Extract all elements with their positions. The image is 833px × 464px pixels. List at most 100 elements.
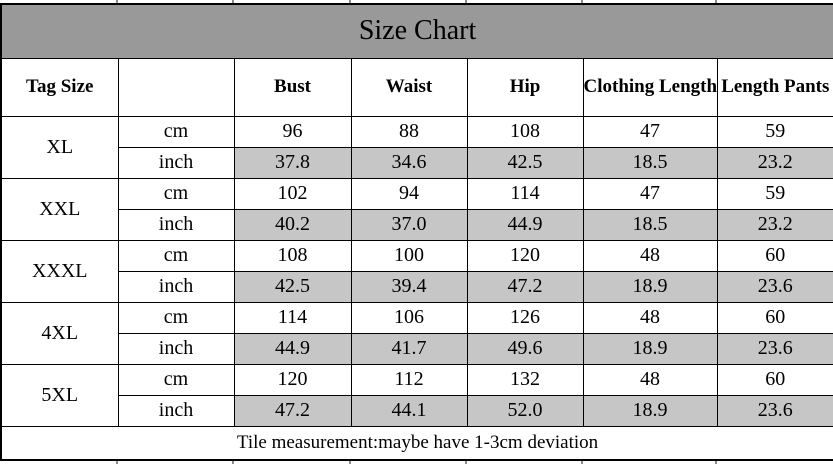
- tag-size-cell: XL: [0, 115, 119, 179]
- value-cell-cm: 132: [466, 363, 584, 396]
- column-header-unit: [117, 57, 235, 117]
- value-cell-inch: 23.6: [716, 270, 833, 303]
- size-row-cm-4xl: 4XL cm 114 106 126 48 60: [0, 301, 833, 365]
- value-cell-cm: 60: [716, 301, 833, 334]
- value-cell-cm: 112: [350, 363, 468, 396]
- value-cell-inch: 23.6: [716, 394, 833, 427]
- value-cell-inch: 37.0: [350, 208, 468, 241]
- value-cell-cm: 106: [350, 301, 468, 334]
- value-cell-cm: 59: [716, 177, 833, 210]
- value-cell-cm: 48: [582, 301, 718, 334]
- value-cell-cm: 102: [233, 177, 352, 210]
- size-rows: XL cm 96 88 108 47 59 inch 37.8 34.6 42.5 18.5 23.2 X…: [0, 115, 833, 427]
- column-line-tick: [116, 0, 118, 3]
- value-cell-cm: 108: [233, 239, 352, 272]
- value-cell-cm: 126: [466, 301, 584, 334]
- column-header-tag-size: Tag Size: [0, 57, 119, 117]
- value-cell-cm: 96: [233, 115, 352, 148]
- unit-cell-inch: inch: [117, 394, 235, 427]
- value-cell-inch: 18.9: [582, 394, 718, 427]
- value-cell-cm: 120: [233, 363, 352, 396]
- page-title: Size Chart: [0, 3, 833, 59]
- value-cell-inch: 37.8: [233, 146, 352, 179]
- size-chart-table: Size Chart Tag Size Bust Waist Hip Clothing …: [0, 3, 833, 461]
- title-row: Size Chart: [0, 3, 833, 59]
- unit-cell-inch: inch: [117, 332, 235, 365]
- column-line-tick: [116, 461, 118, 464]
- column-header-bust: Bust: [233, 57, 352, 117]
- value-cell-inch: 42.5: [466, 146, 584, 179]
- column-line-tick: [465, 0, 467, 3]
- unit-cell-cm: cm: [117, 115, 235, 148]
- value-cell-inch: 18.5: [582, 208, 718, 241]
- value-cell-inch: 41.7: [350, 332, 468, 365]
- value-cell-inch: 34.6: [350, 146, 468, 179]
- value-cell-inch: 18.5: [582, 146, 718, 179]
- column-header-clothing-length: Clothing Length: [582, 57, 718, 117]
- unit-cell-inch: inch: [117, 146, 235, 179]
- size-row-cm-xl: XL cm 96 88 108 47 59: [0, 115, 833, 179]
- unit-cell-cm: cm: [117, 239, 235, 272]
- value-cell-cm: 47: [582, 177, 718, 210]
- value-cell-cm: 94: [350, 177, 468, 210]
- column-line-tick: [232, 461, 234, 464]
- unit-cell-cm: cm: [117, 177, 235, 210]
- value-cell-inch: 44.1: [350, 394, 468, 427]
- column-line-tick: [232, 0, 234, 3]
- value-cell-cm: 60: [716, 363, 833, 396]
- tag-size-cell: XXXL: [0, 239, 119, 303]
- value-cell-inch: 47.2: [466, 270, 584, 303]
- value-cell-cm: 88: [350, 115, 468, 148]
- value-cell-cm: 108: [466, 115, 584, 148]
- tag-size-cell: XXL: [0, 177, 119, 241]
- value-cell-inch: 18.9: [582, 270, 718, 303]
- column-line-tick: [715, 461, 717, 464]
- size-row-inch-xxxl: inch 42.5 39.4 47.2 18.9 23.6: [1, 270, 833, 303]
- value-cell-inch: 44.9: [233, 332, 352, 365]
- unit-cell-inch: inch: [117, 208, 235, 241]
- value-cell-cm: 60: [716, 239, 833, 272]
- size-row-inch-xl: inch 37.8 34.6 42.5 18.5 23.2: [1, 146, 833, 179]
- value-cell-cm: 48: [582, 239, 718, 272]
- value-cell-inch: 23.2: [716, 146, 833, 179]
- column-line-tick: [581, 0, 583, 3]
- value-cell-inch: 44.9: [466, 208, 584, 241]
- column-line-tick: [465, 461, 467, 464]
- value-cell-inch: 47.2: [233, 394, 352, 427]
- value-cell-inch: 42.5: [233, 270, 352, 303]
- tag-size-cell: 4XL: [0, 301, 119, 365]
- unit-cell-cm: cm: [117, 301, 235, 334]
- column-line-tick: [581, 461, 583, 464]
- value-cell-inch: 23.6: [716, 332, 833, 365]
- value-cell-cm: 120: [466, 239, 584, 272]
- value-cell-cm: 59: [716, 115, 833, 148]
- value-cell-inch: 18.9: [582, 332, 718, 365]
- tag-size-cell: 5XL: [0, 363, 119, 427]
- value-cell-inch: 23.2: [716, 208, 833, 241]
- footer-row: Tile measurement:maybe have 1-3cm deviat…: [0, 425, 833, 461]
- value-cell-inch: 52.0: [466, 394, 584, 427]
- column-line-tick: [349, 0, 351, 3]
- column-header-length-pants: Length Pants: [716, 57, 833, 117]
- measurement-note: Tile measurement:maybe have 1-3cm deviat…: [0, 425, 833, 461]
- size-row-inch-4xl: inch 44.9 41.7 49.6 18.9 23.6: [1, 332, 833, 365]
- value-cell-cm: 114: [466, 177, 584, 210]
- value-cell-inch: 40.2: [233, 208, 352, 241]
- value-cell-cm: 114: [233, 301, 352, 334]
- value-cell-inch: 39.4: [350, 270, 468, 303]
- value-cell-cm: 100: [350, 239, 468, 272]
- header-row: Tag Size Bust Waist Hip Clothing Length Lengt…: [0, 57, 833, 117]
- unit-cell-inch: inch: [117, 270, 235, 303]
- column-header-hip: Hip: [466, 57, 584, 117]
- size-row-cm-5xl: 5XL cm 120 112 132 48 60: [0, 363, 833, 427]
- size-row-cm-xxl: XXL cm 102 94 114 47 59: [0, 177, 833, 241]
- unit-cell-cm: cm: [117, 363, 235, 396]
- value-cell-cm: 48: [582, 363, 718, 396]
- value-cell-inch: 49.6: [466, 332, 584, 365]
- size-row-inch-xxl: inch 40.2 37.0 44.9 18.5 23.2: [1, 208, 833, 241]
- size-row-cm-xxxl: XXXL cm 108 100 120 48 60: [0, 239, 833, 303]
- column-line-tick: [349, 461, 351, 464]
- value-cell-cm: 47: [582, 115, 718, 148]
- size-row-inch-5xl: inch 47.2 44.1 52.0 18.9 23.6: [1, 394, 833, 427]
